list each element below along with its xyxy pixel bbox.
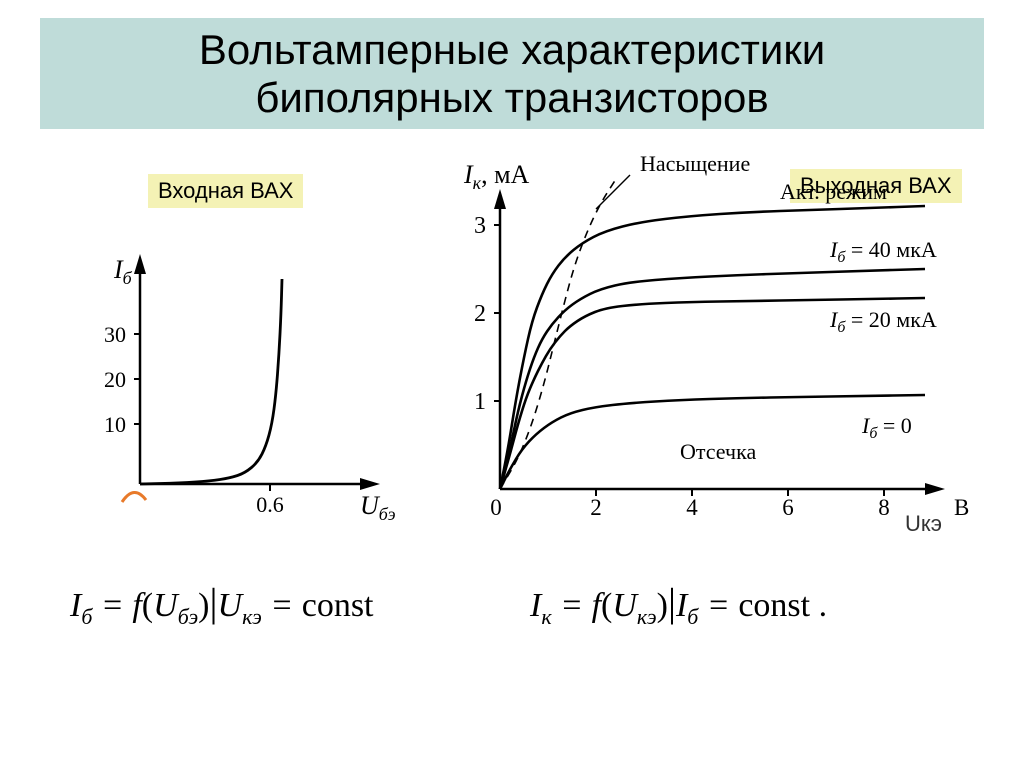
r-xtick-2: 2 — [590, 495, 602, 520]
label-cutoff: Отсечка — [680, 439, 756, 464]
chart-output-vah: 1 2 3 0 2 4 6 8 Iк, мА Насыщение Акт. ре… — [430, 149, 990, 529]
r-ytick-1: 1 — [474, 389, 486, 415]
curve-label-40: Iб = 40 мкА — [829, 237, 937, 266]
ytick-10: 10 — [104, 412, 126, 437]
xtick-06: 0.6 — [256, 492, 284, 517]
title-bar: Вольтамперные характеристики биполярных … — [40, 18, 984, 129]
r-xtick-0: 0 — [490, 495, 502, 520]
ytick-20: 20 — [104, 367, 126, 392]
formula-output: Iк = f(Uкэ)|Iб = const . — [530, 579, 827, 630]
mark-icon — [122, 492, 146, 502]
title-line-2: биполярных транзисторов — [40, 74, 984, 122]
r-ytick-3: 3 — [474, 213, 486, 239]
y-axis-label-right: Iк, мА — [463, 160, 530, 193]
formula-input: Iб = f(Uбэ)|Uкэ = const — [70, 579, 374, 630]
label-active-mode: Акт. режим — [780, 179, 887, 204]
y-axis-label-left: Iб — [113, 255, 133, 288]
x-axis-label-left: Uбэ — [360, 491, 396, 524]
r-xtick-4: 4 — [686, 495, 698, 520]
r-xtick-6: 6 — [782, 495, 794, 520]
chart-input-vah: 10 20 30 0.6 Iб Uбэ — [60, 184, 420, 524]
saturation-boundary — [500, 179, 616, 489]
ytick-30: 30 — [104, 322, 126, 347]
label-saturation: Насыщение — [640, 151, 750, 176]
r-ytick-2: 2 — [474, 301, 486, 327]
r-xtick-8: 8 — [878, 495, 890, 520]
input-curve — [140, 279, 282, 484]
x-axis-unit-B: В — [954, 495, 969, 520]
curve-label-20: Iб = 20 мкА — [829, 307, 937, 336]
content-area: Входная ВАХ Выходная ВАХ 10 20 30 0.6 Iб… — [0, 129, 1024, 749]
x-axis-label-uke: Uкэ — [905, 511, 942, 537]
title-line-1: Вольтамперные характеристики — [40, 26, 984, 74]
curve-label-0: Iб = 0 — [861, 413, 912, 442]
